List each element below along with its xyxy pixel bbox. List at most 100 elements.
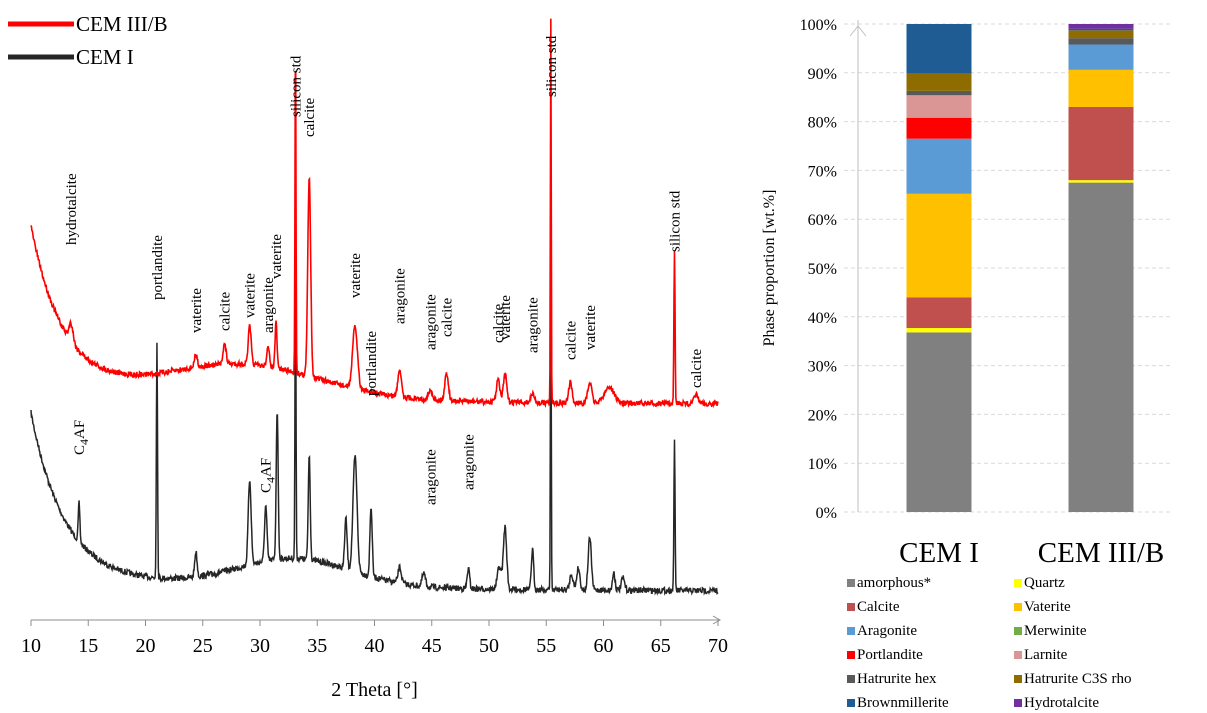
bar-segment — [906, 117, 972, 139]
bar-segment — [906, 95, 972, 118]
cem-iiib-peak-label: silicon std — [544, 35, 560, 97]
x-tick-label: 10 — [21, 635, 41, 657]
cem-i-peak-label: C4AF — [259, 458, 278, 493]
legend-label: CEM III/B — [76, 12, 168, 36]
legend-label: Hatrurite hex — [857, 671, 937, 687]
cem-iiib-peak-label: calcite — [218, 292, 234, 331]
bar-segment — [1068, 24, 1134, 29]
cem-i-peak-label: portlandite — [364, 331, 380, 396]
legend-swatch — [847, 675, 855, 683]
x-tick-label: 20 — [136, 635, 156, 657]
cem-iiib-peak-label: vaterite — [498, 295, 514, 340]
x-tick-label: 65 — [651, 635, 671, 657]
bar-segment — [906, 90, 972, 96]
bar-segment — [906, 332, 972, 512]
bar-segment — [1068, 28, 1134, 31]
cem-i-peak-label: aragonite — [461, 434, 477, 490]
cem-iiib-peak-label: calcite — [440, 298, 456, 337]
x-tick-label: 40 — [365, 635, 385, 657]
legend-label: Aragonite — [857, 623, 917, 639]
bar-segment — [1068, 44, 1134, 70]
cem-iiib-peak-label: vaterite — [189, 288, 205, 333]
legend-swatch — [1014, 627, 1022, 635]
cem-i-peak-label: aragonite — [424, 449, 440, 505]
cem-iiib-peak-label: silicon std — [667, 190, 683, 252]
category-label: CEM III/B — [1038, 537, 1164, 569]
bar-segment — [1068, 38, 1134, 45]
xrd-chart: 10 15 20 25 30 35 40 45 50 55 60 65 70 2 Theta [°] CEM… — [8, 12, 728, 701]
y-tick-label: 80% — [808, 115, 837, 132]
cem-iiib-peak-label: vaterite — [269, 234, 285, 279]
cem-iiib-peak-label: silicon std — [288, 55, 304, 117]
phase-bar-chart: Phase proportion [wt.%] 0% 10% 20% 30% 40% 50%… — [761, 17, 1170, 711]
y-tick-label: 90% — [808, 66, 837, 83]
cem-iiib-peak-label: calcite — [689, 349, 705, 388]
cem-iiib-peak-label: calcite — [563, 321, 579, 360]
legend-label: Hydrotalcite — [1024, 695, 1099, 711]
x-tick-label: 55 — [536, 635, 556, 657]
bar-segment — [906, 193, 972, 298]
legend-label: Larnite — [1024, 647, 1068, 663]
legend-swatch — [1014, 603, 1022, 611]
cem-iiib-peak-label: vaterite — [348, 253, 364, 298]
y-tick-label: 50% — [808, 261, 837, 278]
legend-swatch — [1014, 699, 1022, 707]
x-tick-label: 30 — [250, 635, 270, 657]
cem-i-peak-label: portlandite — [150, 235, 166, 300]
cem-iiib-peak-label: aragonite — [424, 294, 440, 350]
legend-swatch — [847, 627, 855, 635]
y-tick-label: 60% — [808, 212, 837, 229]
x-tick-label: 60 — [594, 635, 614, 657]
bar-segment — [1068, 30, 1134, 39]
cem-iiib-peak-label: aragonite — [393, 268, 409, 324]
y-tick-label: 20% — [808, 407, 837, 424]
legend-label: CEM I — [76, 45, 134, 69]
y-tick-label: 100% — [800, 17, 837, 34]
legend-label: Quartz — [1024, 575, 1065, 591]
x-tick-label: 50 — [479, 635, 499, 657]
legend-swatch — [847, 579, 855, 587]
x-tick-label: 25 — [193, 635, 213, 657]
legend-label: Merwinite — [1024, 623, 1087, 639]
y-tick-label: 10% — [808, 456, 837, 473]
cem-iiib-peak-label: aragonite — [526, 297, 542, 353]
cem-iiib-peak-label: vaterite — [243, 273, 259, 318]
legend-swatch — [1014, 675, 1022, 683]
legend-swatch — [1014, 579, 1022, 587]
bar-segment — [1068, 69, 1134, 107]
legend-label: Vaterite — [1024, 599, 1071, 615]
y-tick-label: 40% — [808, 310, 837, 327]
legend-label: Hatrurite C3S rho — [1024, 671, 1131, 687]
x-axis-arrow — [712, 615, 722, 625]
x-tick-label: 45 — [422, 635, 442, 657]
legend-label: Brownmillerite — [857, 695, 949, 711]
y-tick-label: 70% — [808, 163, 837, 180]
y-axis-arrow — [849, 25, 867, 37]
bar-segment — [906, 73, 972, 91]
y-tick-label: 0% — [816, 505, 837, 522]
bar-segment — [1068, 180, 1134, 183]
bar-segment — [1068, 182, 1134, 512]
legend-swatch — [1014, 651, 1022, 659]
cem-iiib-pattern-line — [30, 18, 719, 409]
legend-label: Portlandite — [857, 647, 923, 663]
category-label: CEM I — [899, 537, 979, 569]
y-tick-label: 30% — [808, 359, 837, 376]
legend-swatch — [847, 699, 855, 707]
legend-label: Calcite — [857, 599, 900, 615]
legend-swatch — [847, 651, 855, 659]
cem-iiib-peak-label: calcite — [302, 98, 318, 137]
cem-iiib-peak-label: hydrotalcite — [64, 173, 80, 245]
x-axis-title: 2 Theta [°] — [331, 679, 417, 701]
bar-segment — [906, 297, 972, 329]
cem-iiib-peak-label: calcite — [491, 304, 507, 343]
bar-segment — [1068, 106, 1134, 181]
legend-swatch — [847, 603, 855, 611]
cem-i-pattern-line — [30, 237, 719, 596]
legend-label: amorphous* — [857, 575, 931, 591]
x-tick-label: 35 — [307, 635, 327, 657]
x-tick-label: 70 — [708, 635, 728, 657]
bar-segment — [906, 328, 972, 333]
cem-iiib-peak-label: aragonite — [261, 277, 277, 333]
bar-segment — [906, 138, 972, 194]
